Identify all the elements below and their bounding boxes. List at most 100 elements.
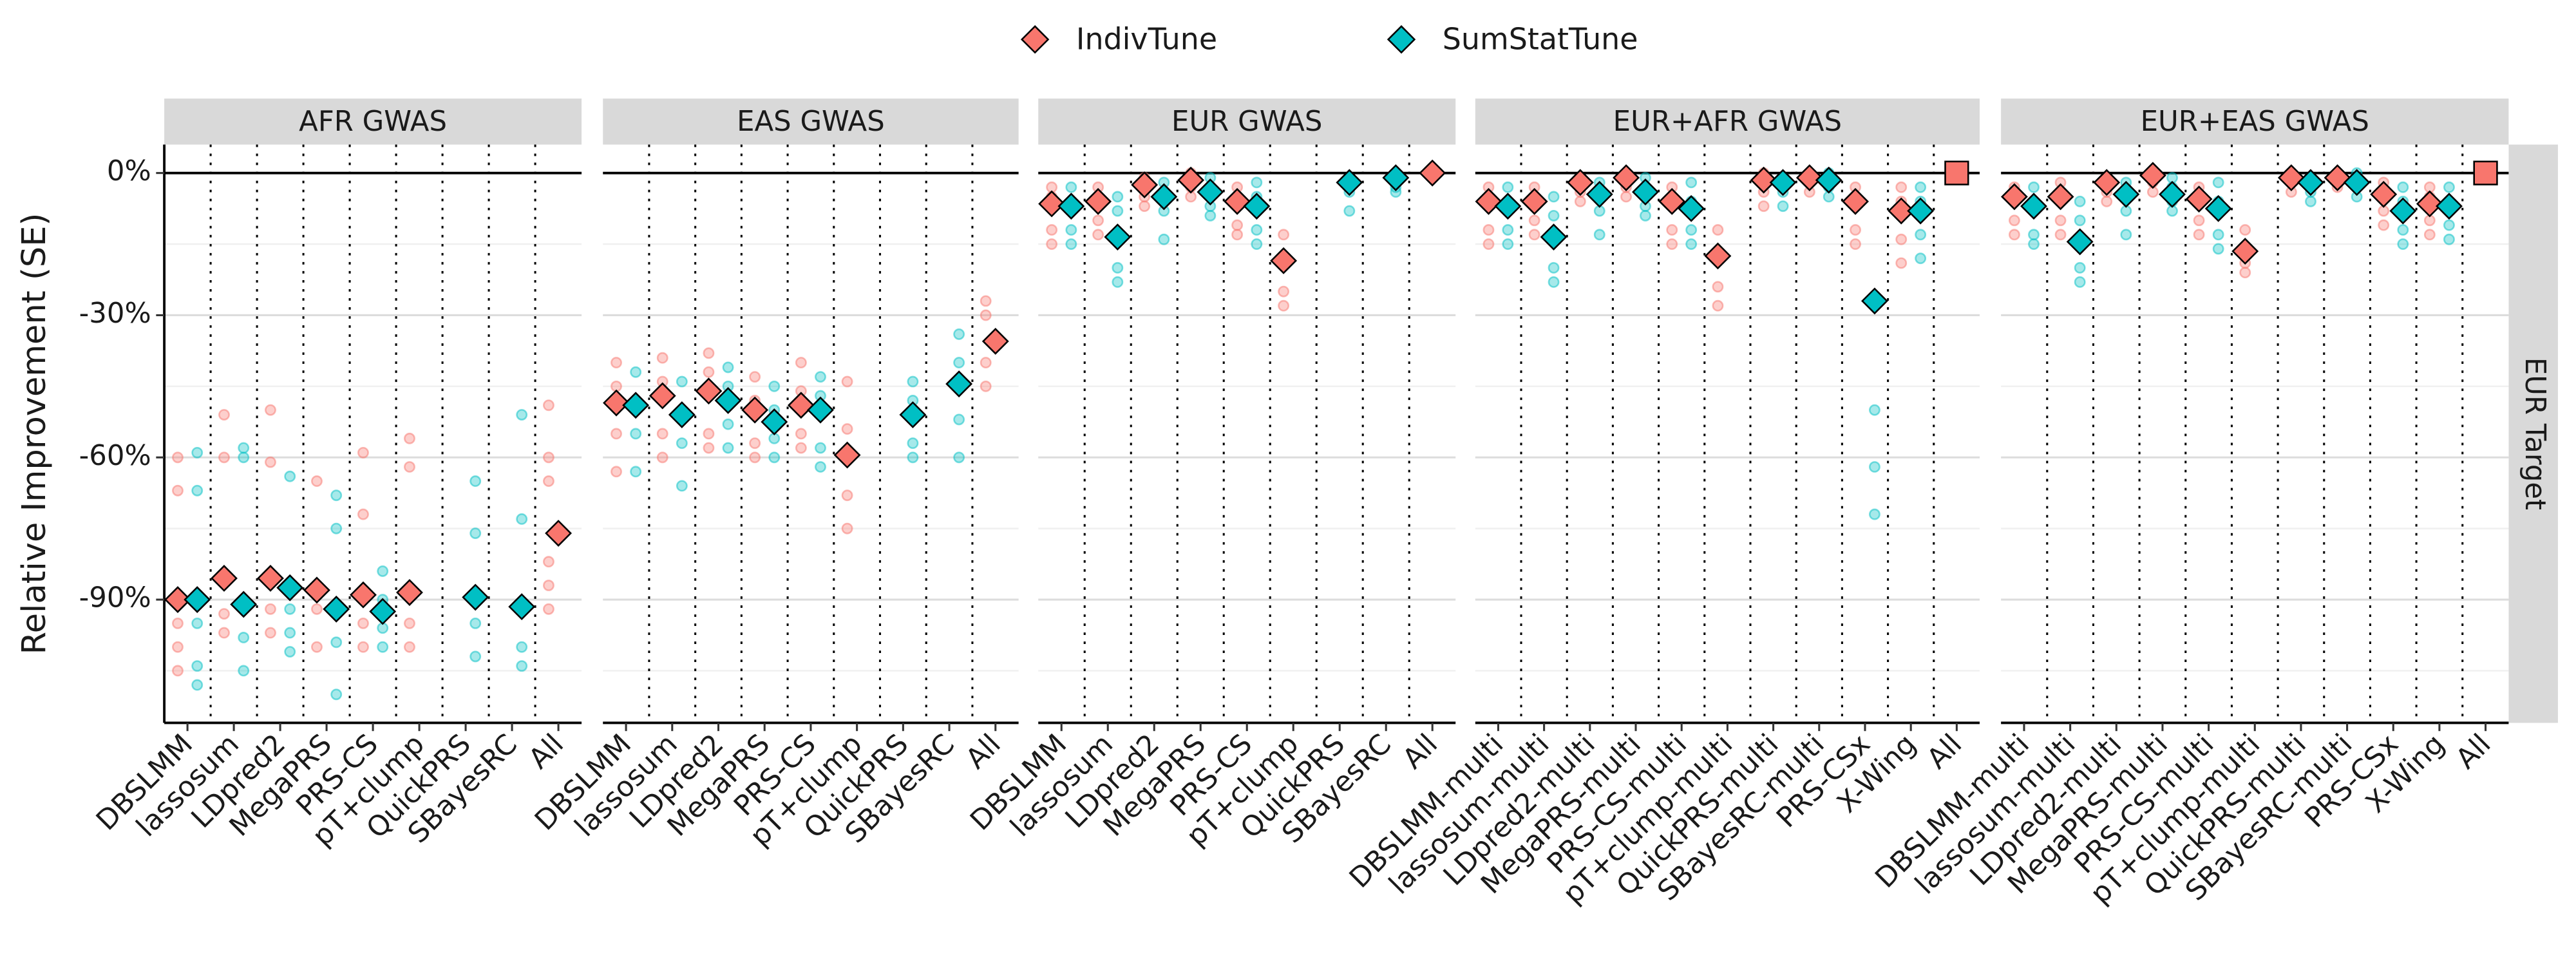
replicate-point (907, 375, 919, 388)
mean-marker (184, 586, 211, 614)
mean-marker (787, 392, 815, 419)
replicate-point (172, 665, 184, 677)
mean-marker (695, 377, 723, 405)
replicate-point (218, 608, 230, 620)
replicate-point (172, 484, 184, 497)
mean-marker (369, 598, 397, 625)
replicate-point (1869, 404, 1880, 416)
replicate-point (469, 650, 482, 663)
mean-marker (1815, 166, 1842, 194)
replicate-point (469, 617, 482, 629)
replicate-point (516, 513, 528, 525)
replicate-point (1915, 181, 1927, 193)
facet-title: EAS GWAS (737, 106, 885, 138)
strip (603, 99, 1019, 145)
replicate-point (768, 380, 781, 392)
replicate-point (1915, 229, 1927, 241)
replicate-point (980, 380, 992, 392)
replicate-point (2074, 276, 2086, 288)
replicate-point (656, 451, 668, 464)
mean-marker (807, 396, 834, 424)
replicate-point (1685, 176, 1698, 189)
replicate-point (768, 451, 781, 464)
mean-marker (1177, 166, 1205, 194)
mean-marker (2297, 169, 2324, 196)
replicate-point (703, 428, 715, 440)
mean-marker (323, 595, 350, 623)
replicate-point (1343, 205, 1356, 217)
replicate-point (1548, 191, 1560, 203)
mean-marker (741, 396, 769, 424)
replicate-point (1046, 238, 1058, 250)
mean-marker (603, 389, 630, 417)
mean-marker (1084, 187, 1112, 215)
replicate-point (516, 409, 528, 421)
replicate-point (1869, 461, 1880, 473)
replicate-point (656, 428, 668, 440)
replicate-point (2054, 214, 2067, 227)
replicate-point (265, 404, 276, 416)
replicate-point (980, 309, 992, 321)
replicate-point (1712, 299, 1724, 312)
mean-marker (2231, 238, 2259, 265)
replicate-point (330, 636, 343, 649)
replicate-point (2193, 229, 2205, 241)
replicate-point (265, 603, 276, 615)
mean-marker (2343, 169, 2371, 196)
replicate-point (330, 688, 343, 701)
mean-marker (2000, 183, 2028, 211)
replicate-point (2239, 267, 2251, 279)
replicate-point (1204, 209, 1217, 222)
replicate-point (2028, 238, 2040, 250)
replicate-point (1231, 229, 1244, 241)
strip (1475, 99, 1980, 145)
replicate-point (218, 451, 230, 464)
mean-marker (1494, 193, 1522, 220)
replicate-point (1915, 252, 1927, 265)
replicate-point (1251, 224, 1263, 236)
y-tick-label: -60% (79, 440, 151, 472)
replicate-point (357, 641, 369, 653)
replicate-point (516, 660, 528, 672)
replicate-point (1158, 233, 1170, 245)
replicate-point (2028, 181, 2040, 193)
replicate-point (191, 446, 204, 459)
mean-marker (2093, 169, 2121, 196)
replicate-point (1895, 257, 1908, 269)
replicate-point (2074, 214, 2086, 227)
mean-marker (2112, 180, 2140, 208)
replicate-point (357, 617, 369, 629)
replicate-point (191, 679, 204, 691)
replicate-point (676, 437, 688, 450)
replicate-point (703, 366, 715, 378)
panel-background (603, 144, 1019, 723)
replicate-point (2212, 243, 2224, 255)
replicate-point (2378, 219, 2390, 231)
replicate-point (703, 347, 715, 359)
replicate-point (1482, 238, 1495, 250)
replicate-point (907, 451, 919, 464)
replicate-point (630, 366, 642, 378)
facet-title: EUR GWAS (1171, 106, 1322, 138)
mean-marker (1038, 190, 1066, 218)
replicate-point (907, 437, 919, 450)
replicate-point (1640, 209, 1651, 222)
strip-right (2508, 144, 2558, 723)
replicate-point (284, 646, 296, 658)
replicate-point (543, 556, 554, 568)
replicate-point (284, 470, 296, 482)
mean-marker (899, 401, 927, 428)
replicate-point (1046, 224, 1058, 236)
replicate-point (1112, 261, 1124, 274)
mean-marker (1888, 197, 1915, 225)
mean-marker (833, 441, 861, 469)
replicate-point (1112, 205, 1124, 217)
mean-marker (1944, 160, 1969, 185)
panel-background (1038, 144, 1456, 723)
replicate-point (815, 371, 826, 383)
mean-marker (981, 328, 1009, 355)
mean-marker (1057, 193, 1085, 220)
replicate-point (1112, 276, 1124, 288)
mean-marker (2389, 197, 2417, 225)
